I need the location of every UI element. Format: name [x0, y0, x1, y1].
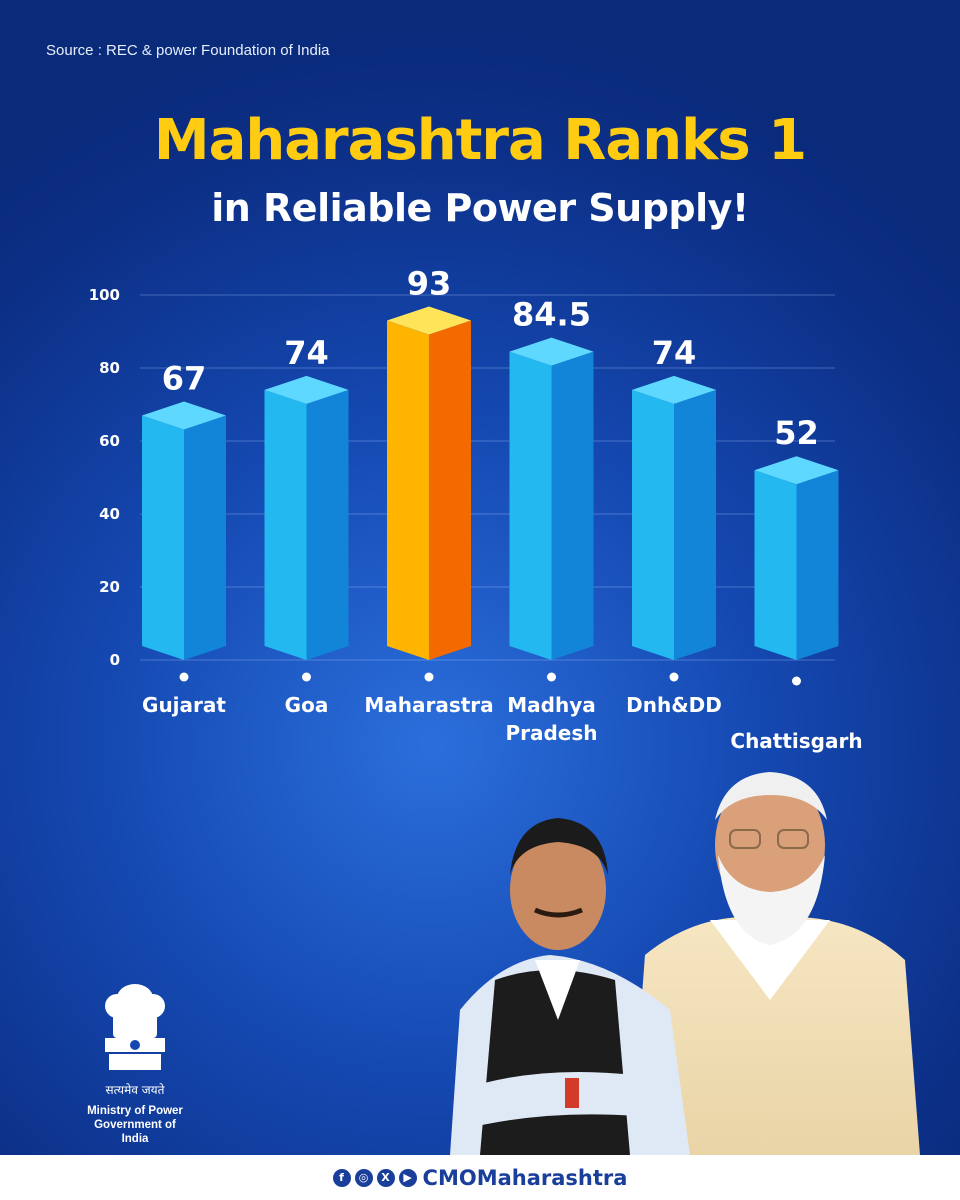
category-label: Maharastra [364, 693, 493, 717]
government-name: Government of India [94, 1119, 176, 1145]
category-label: Madhya Pradesh [505, 693, 597, 745]
data-label: 67 [162, 359, 207, 397]
bar-side [429, 320, 471, 660]
bar-front [142, 415, 184, 660]
bar-front [632, 389, 674, 660]
category-label-line: Pradesh [505, 721, 597, 745]
bar-side [674, 389, 716, 660]
headline-subtitle: in Reliable Power Supply! [211, 186, 749, 230]
data-label: 84.5 [512, 296, 591, 334]
category-label: Gujarat [142, 693, 226, 717]
bar-chart: 0 20 40 60 80 100 67 Gujarat 74 Goa 93 Maharastra 84… [89, 265, 863, 753]
y-tick-label: 0 [110, 651, 120, 669]
bar-top [754, 456, 839, 485]
emblem-motto: सत्यमेव जयते [105, 1083, 165, 1097]
headline-title: Maharashtra Ranks 1 [153, 108, 807, 173]
bar-top [387, 306, 471, 335]
data-label: 93 [407, 265, 452, 303]
y-tick-label: 40 [99, 505, 120, 523]
leaders-photo [450, 772, 920, 1155]
y-tick-label: 20 [99, 578, 120, 596]
category-label: Goa [285, 693, 329, 717]
data-label: 74 [284, 334, 329, 372]
category-label-line: Goa [285, 693, 329, 717]
gridlines [140, 294, 835, 661]
category-label-line: Dnh&DD [626, 693, 722, 717]
social-icons: f ◎ X ▶ [332, 1168, 417, 1187]
category-label: Chattisgarh [730, 729, 862, 753]
facebook-icon[interactable]: f [332, 1168, 351, 1187]
instagram-icon[interactable]: ◎ [354, 1168, 373, 1187]
labels: 0 20 40 60 80 100 67 Gujarat 74 Goa 93 Maharastra 84… [89, 265, 863, 753]
social-handle[interactable]: CMOMaharashtra [422, 1165, 628, 1190]
bar-side [306, 389, 349, 660]
category-label: Dnh&DD [626, 693, 722, 717]
bar-front [264, 389, 307, 660]
ministry-name: Ministry of Power [87, 1105, 183, 1117]
category-dot [302, 672, 311, 682]
bar-front [509, 351, 552, 660]
bar-side [796, 470, 839, 660]
footer-bar: f ◎ X ▶ CMOMaharashtra [0, 1155, 960, 1200]
bars [142, 306, 839, 660]
y-tick-label: 100 [89, 286, 120, 304]
bar-top [632, 375, 716, 404]
category-dot [547, 672, 556, 682]
youtube-icon[interactable]: ▶ [398, 1168, 417, 1187]
bar-front [387, 320, 429, 660]
bar-side [551, 351, 594, 660]
category-label-line: Gujarat [142, 693, 226, 717]
bar-top [142, 401, 226, 430]
y-tick-label: 80 [99, 359, 120, 377]
category-label-line: Chattisgarh [730, 729, 862, 753]
category-dot [424, 672, 434, 682]
category-dot [669, 672, 679, 682]
bar-top [264, 375, 349, 404]
category-dot [179, 672, 189, 682]
bar-front [754, 470, 797, 660]
emblem-block: सत्यमेव जयते Ministry of Power Governmen… [80, 980, 190, 1146]
category-label-line: Madhya [507, 693, 596, 717]
bar-side [184, 415, 226, 660]
bar-top [509, 337, 594, 366]
x-icon[interactable]: X [376, 1168, 395, 1187]
data-label: 52 [774, 414, 819, 452]
category-label-line: Maharastra [364, 693, 493, 717]
category-dot [792, 676, 801, 686]
data-label: 74 [652, 334, 697, 372]
national-emblem-icon [105, 984, 165, 1070]
source-text: Source : REC & power Foundation of India [46, 42, 330, 59]
y-tick-label: 60 [99, 432, 120, 450]
